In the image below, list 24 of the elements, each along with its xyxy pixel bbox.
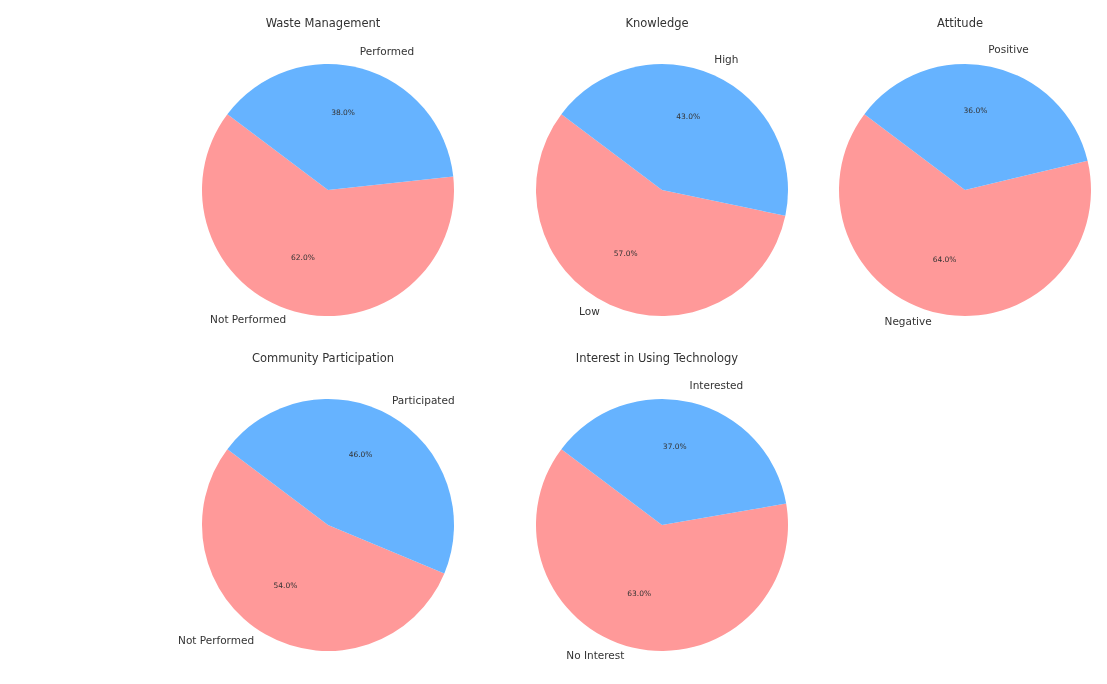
pie-slice <box>202 114 454 316</box>
slice-label: No Interest <box>566 648 625 661</box>
slice-label: Not Performed <box>210 312 287 325</box>
pie-slice <box>864 64 1088 190</box>
slice-label: Participated <box>391 393 455 406</box>
slice-label: High <box>714 52 739 65</box>
pie-slice <box>561 64 788 216</box>
slice-label: Low <box>579 305 601 318</box>
pie-slice <box>561 399 787 525</box>
chart-title: Knowledge <box>624 16 690 30</box>
chart-title: Attitude <box>935 16 985 30</box>
pie-slice <box>536 114 786 316</box>
slice-label: Negative <box>884 314 932 327</box>
pie-slice <box>839 114 1091 316</box>
chart-title: Community Participation <box>251 351 395 365</box>
slice-label: Not Performed <box>178 634 255 647</box>
chart-title: Waste Management <box>264 16 382 30</box>
pie-slice <box>202 449 445 651</box>
slice-label: Interested <box>689 379 744 392</box>
pie-slice <box>227 64 454 190</box>
slice-label: Positive <box>988 43 1029 56</box>
pie-slice <box>536 449 788 651</box>
chart-title: Interest in Using Technology <box>574 351 740 365</box>
slice-label: Performed <box>359 45 415 58</box>
